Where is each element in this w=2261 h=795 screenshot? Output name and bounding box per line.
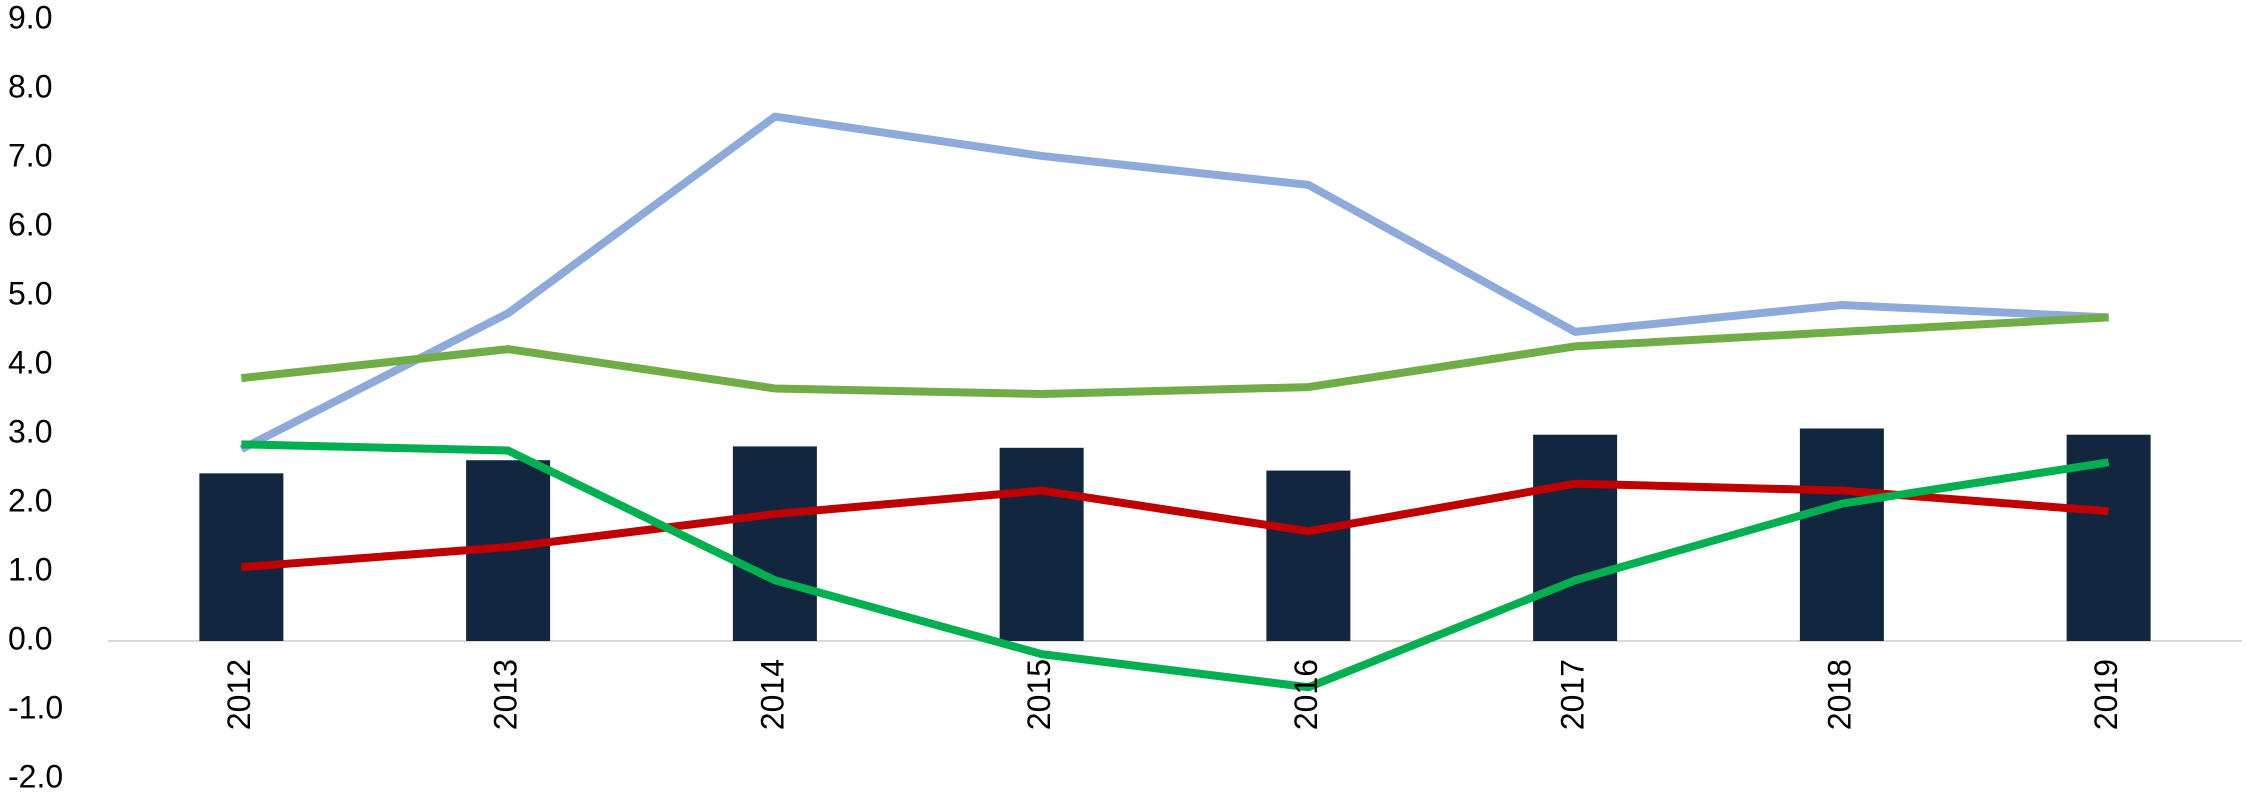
- y-tick-label: -2.0: [8, 758, 63, 794]
- line: [241, 440, 2110, 692]
- bar: [1533, 434, 1618, 641]
- y-tick-label: 3.0: [8, 413, 52, 449]
- x-tick-label: 2019: [2088, 659, 2124, 730]
- bar: [1266, 470, 1351, 641]
- y-tick-label: 9.0: [8, 0, 52, 35]
- y-tick-label: 7.0: [8, 137, 52, 173]
- x-tick-label: 2014: [754, 659, 790, 730]
- x-tick-label: 2012: [221, 659, 257, 730]
- y-tick-label: 2.0: [8, 482, 52, 518]
- y-tick-label: 1.0: [8, 551, 52, 587]
- line: [240, 313, 2109, 398]
- bar: [999, 447, 1084, 641]
- line: [241, 479, 2109, 572]
- bar: [199, 473, 284, 641]
- y-tick-label: 0.0: [8, 620, 52, 656]
- y-tick-label: 8.0: [8, 68, 52, 104]
- bar: [732, 446, 817, 641]
- y-tick-label: 5.0: [8, 275, 52, 311]
- line: [239, 112, 2109, 453]
- y-tick-label: 4.0: [8, 344, 52, 380]
- x-tick-label: 2015: [1021, 659, 1057, 730]
- bar: [1799, 428, 1884, 641]
- x-tick-label: 2018: [1821, 659, 1857, 730]
- y-tick-label: -1.0: [8, 689, 63, 725]
- x-tick-label: 2017: [1555, 659, 1591, 730]
- y-tick-label: 6.0: [8, 206, 52, 242]
- x-tick-label: 2013: [488, 659, 524, 730]
- x-tick-label: 2016: [1288, 659, 1324, 730]
